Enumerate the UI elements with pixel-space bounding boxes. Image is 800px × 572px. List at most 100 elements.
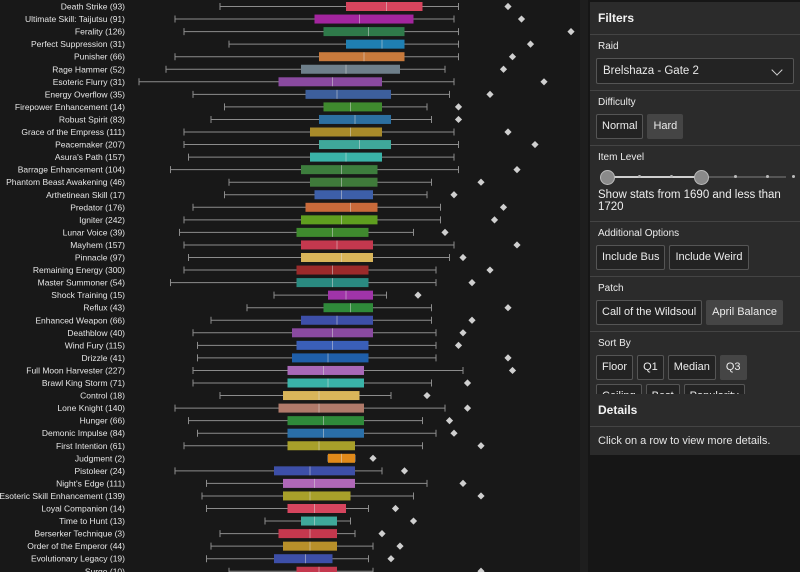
chart-row[interactable]: Arthetinean Skill (17) — [46, 190, 458, 200]
outlier-marker — [504, 2, 512, 11]
chart-row[interactable]: Full Moon Harvester (227) — [26, 365, 517, 375]
chart-row[interactable]: Night's Edge (111) — [56, 478, 467, 488]
patch-wildsoul-button[interactable]: Call of the Wildsoul — [596, 300, 703, 325]
sort-q1-button[interactable]: Q1 — [637, 355, 664, 380]
chart-row[interactable]: Remaining Energy (300) — [33, 265, 494, 275]
slider-tick — [638, 175, 641, 178]
chart-row[interactable]: Shock Training (15) — [51, 290, 422, 300]
chart-row[interactable]: Barrage Enhancement (104) — [18, 165, 521, 175]
chart-row[interactable]: Lunar Voice (39) — [63, 227, 449, 237]
chart-row[interactable]: Deathblow (40) — [67, 328, 467, 338]
chart-row[interactable]: First Intention (61) — [56, 441, 485, 451]
include-bus-button[interactable]: Include Bus — [596, 245, 666, 270]
box — [287, 428, 364, 438]
chart-row[interactable]: Reflux (43) — [83, 303, 512, 313]
slider-tick — [670, 175, 673, 178]
outlier-marker — [463, 404, 472, 412]
chart-row[interactable]: Hunger (66) — [80, 416, 454, 426]
patch-april-balance-button[interactable]: April Balance — [706, 300, 783, 325]
chart-row[interactable]: Ferality (126) — [75, 27, 575, 37]
outlier-marker — [504, 354, 512, 362]
outlier-marker — [459, 253, 467, 262]
chart-row[interactable]: Pinnacle (97) — [75, 253, 467, 263]
outlier-marker — [504, 304, 512, 312]
box — [305, 89, 391, 99]
row-label: Shock Training (15) — [51, 290, 125, 300]
outlier-marker — [450, 191, 458, 199]
raid-select[interactable]: Brelshaza - Gate 2 — [596, 58, 794, 84]
boxplot-svg: Death Strike (93) Ultimate Skill: Taijuts… — [0, 2, 580, 572]
chart-row[interactable]: Punisher (66) — [74, 52, 517, 62]
row-label: First Intention (61) — [56, 441, 125, 451]
outlier-marker — [468, 279, 476, 287]
item-level-slider[interactable] — [600, 169, 795, 185]
row-label: Rage Hammer (52) — [52, 64, 125, 74]
chart-row[interactable]: Robust Spirit (83) — [59, 114, 463, 124]
sort-q3-button[interactable]: Q3 — [719, 355, 747, 380]
include-weird-button[interactable]: Include Weird — [669, 245, 749, 270]
chart-row[interactable]: Esoteric Flurry (31) — [53, 77, 548, 87]
chart-row[interactable]: Grace of the Empress (111) — [21, 127, 512, 137]
chart-row[interactable]: Pistoleer (24) — [74, 466, 409, 476]
outlier-marker — [490, 216, 499, 224]
box — [287, 441, 355, 451]
outlier-marker — [477, 442, 485, 450]
chart-row[interactable]: Drizzle (41) — [82, 353, 512, 363]
chart-row[interactable]: Peacemaker (207) — [55, 140, 539, 150]
row-label: Grace of the Empress (111) — [21, 127, 125, 137]
row-label: Evolutionary Legacy (19) — [31, 554, 125, 564]
chart-row[interactable]: Rage Hammer (52) — [52, 64, 508, 74]
chart-row[interactable]: Firepower Enhancement (14) — [15, 102, 463, 112]
box — [274, 466, 355, 476]
box — [278, 403, 364, 413]
chart-row[interactable]: Demonic Impulse (84) — [42, 428, 458, 438]
row-label: Predator (176) — [70, 202, 125, 212]
chart-row[interactable]: Surge (10) — [85, 566, 485, 572]
chart-row[interactable]: Judgment (2) — [75, 453, 377, 463]
chart-row[interactable]: Brawl King Storm (71) — [42, 378, 472, 388]
chart-row[interactable]: Time to Hunt (13) — [59, 516, 418, 526]
chart-row[interactable]: Berserker Technique (3) — [34, 529, 386, 539]
chart-row[interactable]: Master Summoner (54) — [38, 278, 476, 288]
outlier-marker — [463, 379, 472, 387]
sort-floor-button[interactable]: Floor — [596, 355, 634, 380]
outlier-marker — [499, 65, 508, 73]
slider-tick — [734, 175, 737, 178]
chart-row[interactable]: Loyal Companion (14) — [41, 504, 400, 514]
row-label: Pinnacle (97) — [75, 253, 125, 263]
item-level-label: Item Level — [598, 152, 645, 163]
chart-row[interactable]: Lone Knight (140) — [57, 403, 472, 413]
box — [323, 27, 405, 37]
slider-max-handle[interactable] — [694, 170, 709, 185]
chart-row[interactable]: Control (18) — [80, 391, 431, 401]
chart-row[interactable]: Ultimate Skill: Taijutsu (91) — [25, 14, 526, 24]
chart-row[interactable]: Asura's Path (157) — [55, 152, 580, 162]
slider-min-handle[interactable] — [600, 170, 615, 185]
box — [287, 378, 364, 388]
chart-row[interactable]: Wind Fury (115) — [65, 340, 463, 350]
patch-section: Patch Call of the Wildsoul April Balance — [590, 277, 800, 332]
difficulty-normal-button[interactable]: Normal — [596, 114, 644, 139]
row-label: Esoteric Skill Enhancement (139) — [0, 491, 125, 501]
slider-range — [604, 176, 700, 178]
chart-row[interactable]: Igniter (242) — [79, 215, 499, 225]
chart-row[interactable]: Enhanced Weapon (66) — [35, 315, 476, 325]
outlier-marker — [468, 316, 476, 324]
chart-row[interactable]: Energy Overflow (35) — [45, 89, 494, 99]
chart-row[interactable]: Death Strike (93) — [61, 2, 512, 12]
chart-row[interactable]: Phantom Beast Awakening (46) — [6, 177, 485, 187]
chart-row[interactable]: Esoteric Skill Enhancement (139) — [0, 491, 485, 501]
chart-row[interactable]: Order of the Emperor (44) — [27, 541, 404, 551]
chart-row[interactable]: Evolutionary Legacy (19) — [31, 554, 395, 564]
row-label: Lone Knight (140) — [57, 403, 125, 413]
outlier-marker — [445, 417, 454, 425]
difficulty-hard-button[interactable]: Hard — [647, 114, 684, 139]
row-label: Arthetinean Skill (17) — [46, 190, 125, 200]
difficulty-buttons: Normal Hard — [596, 114, 794, 139]
chart-row[interactable]: Predator (176) — [70, 202, 508, 212]
chart-row[interactable]: Mayhem (157) — [70, 240, 521, 250]
boxplot-chart: Death Strike (93) Ultimate Skill: Taijuts… — [0, 1, 580, 572]
row-label: Firepower Enhancement (14) — [15, 102, 125, 112]
chart-row[interactable]: Perfect Suppression (31) — [31, 39, 535, 49]
sort-median-button[interactable]: Median — [667, 355, 716, 380]
